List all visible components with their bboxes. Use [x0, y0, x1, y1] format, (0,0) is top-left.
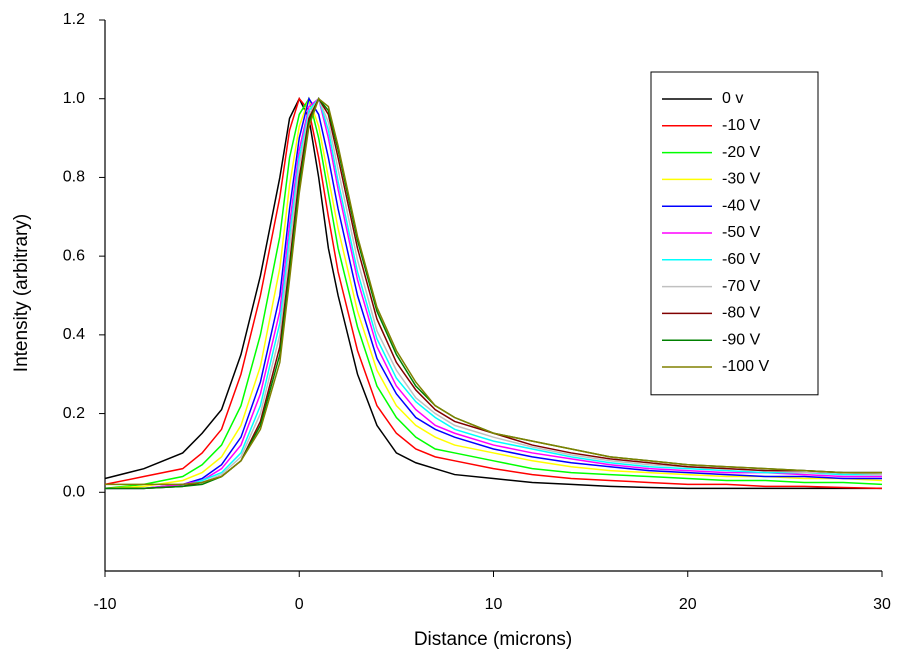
y-tick-label: 1.0: [63, 90, 85, 107]
y-tick-label: 1.2: [63, 11, 85, 28]
x-tick-label: 20: [679, 596, 697, 613]
series-line: [105, 97, 882, 486]
series-line: [104, 96, 883, 490]
x-tick-label: 0: [295, 596, 304, 613]
y-axis-title: Intensity (arbitrary): [11, 214, 32, 372]
legend-label: -100 V: [722, 358, 769, 375]
x-tick-label: 10: [485, 596, 503, 613]
series-line: [104, 97, 882, 490]
legend-label: -70 V: [722, 278, 761, 295]
legend-label: -40 V: [722, 197, 761, 214]
y-tick-label: 0.6: [63, 247, 85, 264]
series-line: [105, 97, 882, 490]
y-tick-label: 0.4: [63, 326, 85, 343]
y-tick-label: 0.2: [63, 405, 85, 422]
y-tick-label: 0.8: [63, 169, 85, 186]
series-line: [104, 96, 883, 490]
series-line: [105, 97, 882, 490]
x-tick-label: -10: [93, 596, 116, 613]
legend-label: -80 V: [722, 305, 761, 322]
legend-label: -30 V: [722, 171, 761, 188]
y-tick-label: 0.0: [63, 484, 85, 501]
legend-label: -20 V: [722, 144, 761, 161]
x-axis-title: Distance (microns): [414, 629, 572, 650]
x-tick-label: 30: [873, 596, 891, 613]
legend-label: -50 V: [722, 224, 761, 241]
series-line: [104, 97, 883, 490]
legend-label: -10 V: [722, 117, 761, 134]
legend-label: 0 v: [722, 90, 743, 107]
series-line: [105, 96, 882, 490]
legend-label: -60 V: [722, 251, 761, 268]
legend-label: -90 V: [722, 331, 761, 348]
